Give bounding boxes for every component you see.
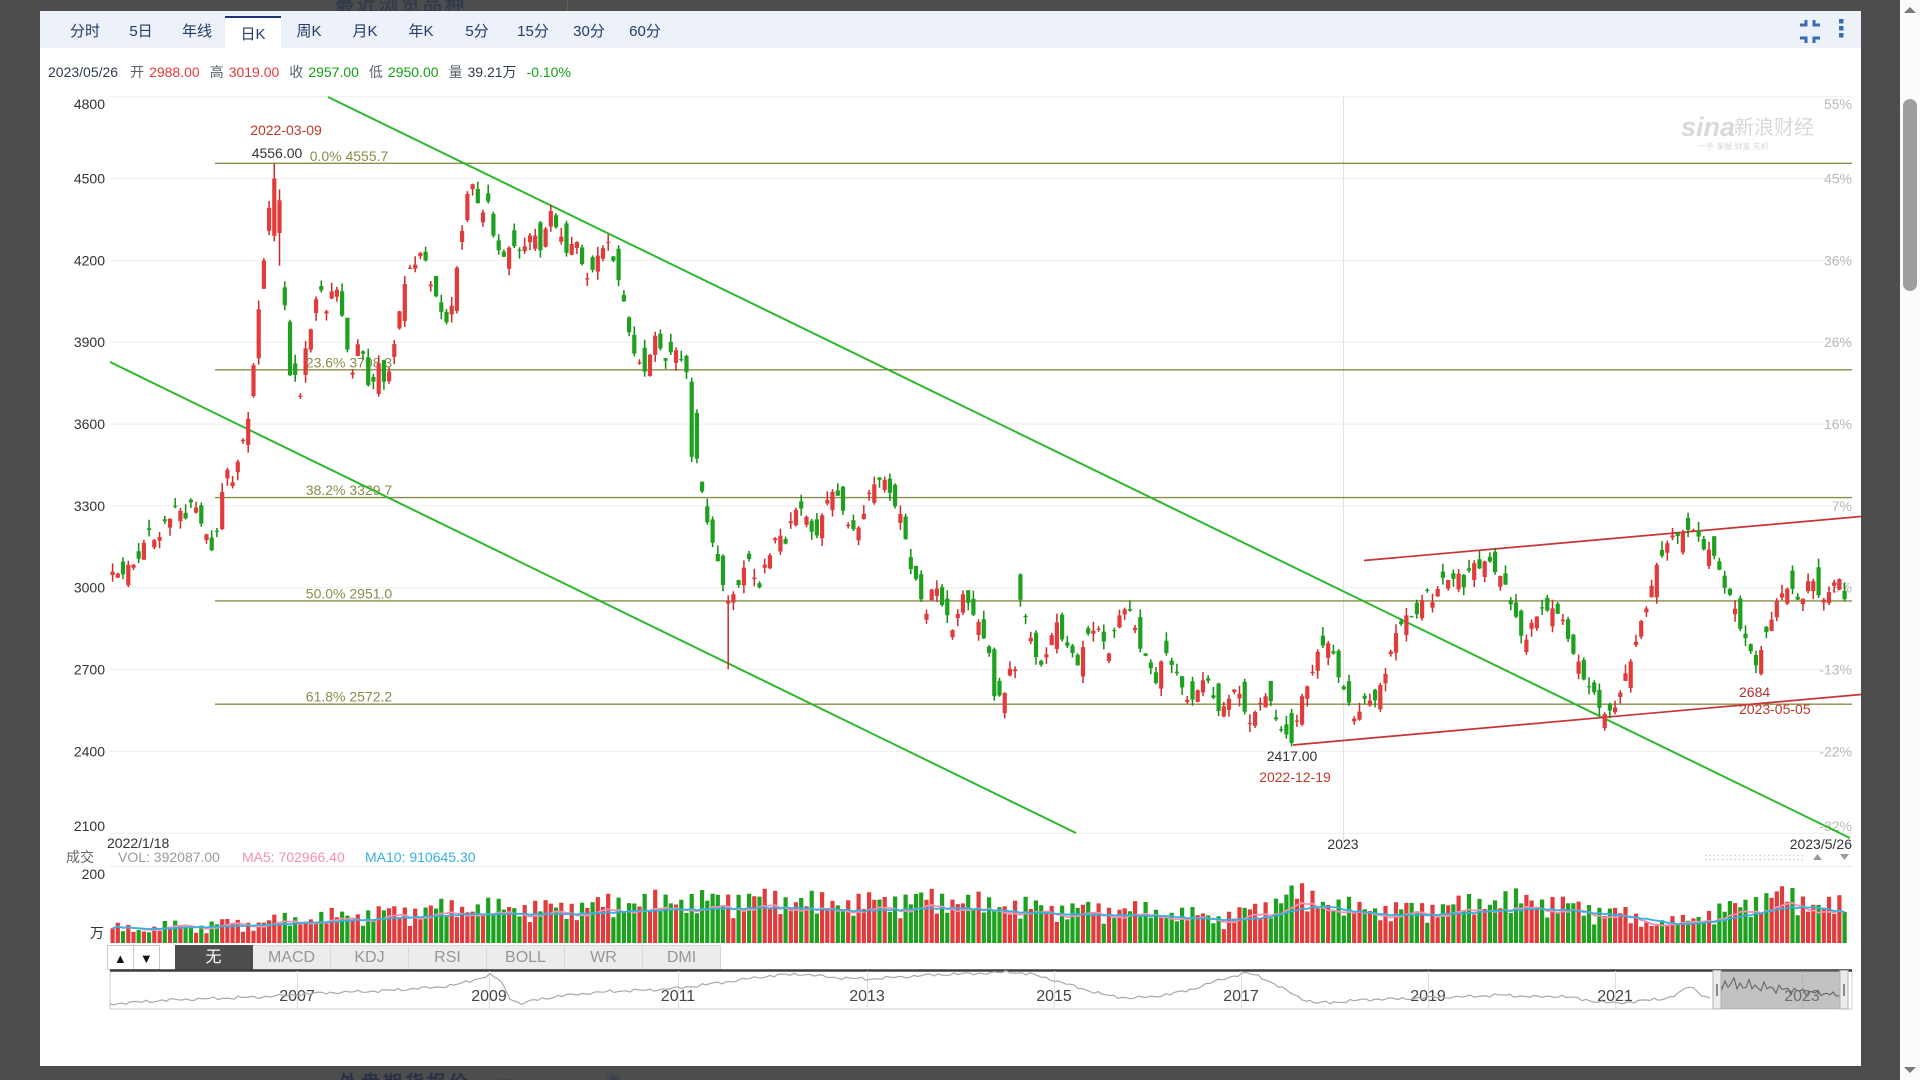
svg-text:4556.00: 4556.00 [252,145,303,161]
svg-text:2009: 2009 [471,988,507,1005]
svg-text:新浪财经: 新浪财经 [1734,116,1814,139]
svg-text:2022-12-19: 2022-12-19 [1259,769,1331,785]
svg-text:36%: 36% [1824,252,1852,268]
svg-text:-22%: -22% [1819,743,1852,759]
svg-text:3000: 3000 [74,580,105,596]
svg-text:-32%: -32% [1819,818,1852,834]
svg-text:VOL: 392087.00: VOL: 392087.00 [118,849,220,865]
svg-text:38.2% 3329.7: 38.2% 3329.7 [306,482,393,498]
svg-text:2100: 2100 [74,818,105,834]
svg-text:-13%: -13% [1819,662,1852,678]
svg-text:sina: sina [1681,112,1735,142]
svg-text:2017: 2017 [1223,988,1259,1005]
svg-text:MA5: 702966.40: MA5: 702966.40 [242,849,345,865]
svg-text:2023-05-05: 2023-05-05 [1739,701,1811,717]
svg-text:4800: 4800 [74,96,105,112]
svg-text:55%: 55% [1824,96,1852,112]
svg-text:2023: 2023 [1327,836,1358,852]
svg-text:2022/1/18: 2022/1/18 [107,835,169,851]
svg-text:61.8% 2572.2: 61.8% 2572.2 [306,689,393,705]
svg-text:2015: 2015 [1036,988,1072,1005]
svg-text:一手 掌握 财富 先机: 一手 掌握 财富 先机 [1698,141,1769,151]
svg-text:45%: 45% [1824,171,1852,187]
svg-text:2022-03-09: 2022-03-09 [250,122,322,138]
svg-text:50.0% 2951.0: 50.0% 2951.0 [306,585,393,601]
svg-text:3300: 3300 [74,498,105,514]
svg-text:16%: 16% [1824,416,1852,432]
svg-text:4500: 4500 [74,171,105,187]
svg-text:2013: 2013 [849,988,885,1005]
svg-text:成交: 成交 [66,849,94,865]
svg-text:3900: 3900 [74,334,105,350]
svg-text:MA10: 910645.30: MA10: 910645.30 [365,849,476,865]
svg-text:2417.00: 2417.00 [1267,748,1318,764]
svg-text:2400: 2400 [74,743,105,759]
svg-text:0.0% 4555.7: 0.0% 4555.7 [310,148,389,164]
svg-text:26%: 26% [1824,334,1852,350]
svg-text:2021: 2021 [1597,988,1633,1005]
svg-text:2007: 2007 [279,988,315,1005]
svg-text:2684: 2684 [1739,684,1770,700]
svg-text:3600: 3600 [74,416,105,432]
svg-text:200: 200 [82,866,106,882]
svg-text:4200: 4200 [74,252,105,268]
svg-text:2011: 2011 [661,988,696,1005]
svg-text:2700: 2700 [74,662,105,678]
svg-text:7%: 7% [1832,498,1852,514]
svg-text:万: 万 [90,925,104,941]
svg-text:2023/5/26: 2023/5/26 [1790,836,1852,852]
svg-text:23.6% 3798.3: 23.6% 3798.3 [306,354,393,370]
